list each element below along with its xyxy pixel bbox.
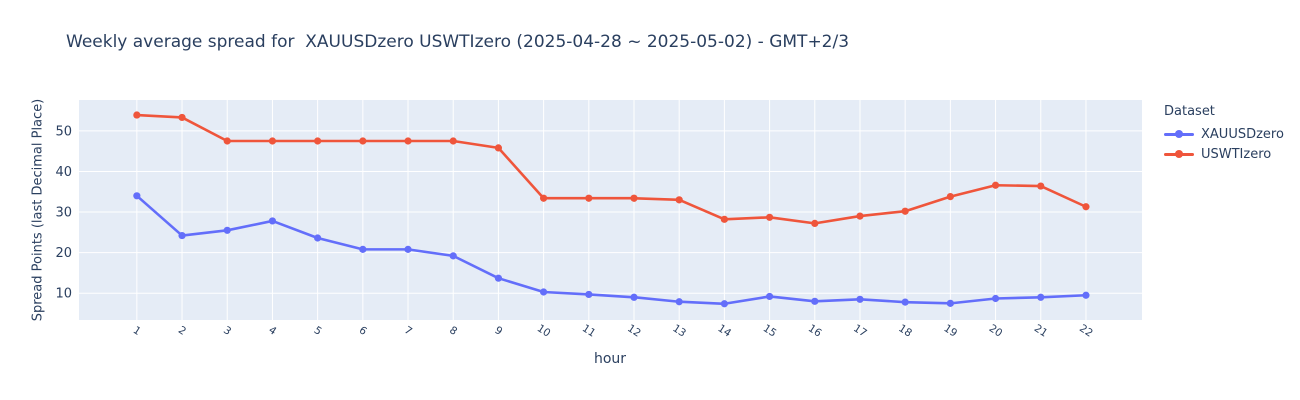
x-tick-label: 11 — [580, 322, 598, 339]
x-tick-label: 22 — [1077, 322, 1095, 339]
x-tick-label: 19 — [941, 322, 959, 339]
data-point-uswtizero — [1037, 182, 1045, 190]
legend-label-uswtizero: USWTIzero — [1201, 146, 1272, 162]
data-point-uswtizero — [630, 194, 638, 202]
x-tick-label: 12 — [625, 322, 643, 339]
data-point-xauusdzero — [901, 298, 909, 306]
x-tick-label: 8 — [447, 324, 459, 338]
data-point-xauusdzero — [404, 245, 412, 253]
data-point-uswtizero — [314, 137, 322, 145]
x-tick-label: 15 — [761, 322, 779, 339]
legend-line-marker-blue — [1164, 129, 1194, 139]
chart-title: Weekly average spread for XAUUSDzero USW… — [66, 32, 850, 52]
data-point-xauusdzero — [178, 231, 186, 240]
x-tick-label: 21 — [1032, 322, 1050, 339]
x-tick-label: 1 — [131, 324, 143, 338]
data-point-uswtizero — [449, 137, 457, 145]
data-point-uswtizero — [268, 137, 277, 145]
data-point-uswtizero — [223, 137, 231, 145]
x-tick-label: 4 — [266, 324, 278, 338]
data-point-uswtizero — [720, 215, 728, 223]
series-line-uswtizero — [136, 113, 1087, 225]
data-point-xauusdzero — [1082, 291, 1090, 299]
x-tick-label: 3 — [221, 324, 233, 338]
y-tick-label: 40 — [55, 165, 72, 180]
y-tick-label: 30 — [55, 206, 72, 221]
data-point-uswtizero — [946, 193, 954, 201]
y-axis-title: Spread Points (last Decimal Place) — [30, 98, 46, 322]
x-tick-label: 5 — [312, 324, 324, 338]
data-point-xauusdzero — [630, 293, 638, 301]
data-point-xauusdzero — [494, 274, 503, 282]
data-point-uswtizero — [494, 144, 503, 152]
x-tick-label: 18 — [896, 322, 914, 339]
data-point-uswtizero — [856, 212, 864, 220]
data-point-xauusdzero — [856, 295, 864, 303]
x-tick-label: 2 — [176, 324, 188, 338]
data-point-uswtizero — [585, 194, 593, 202]
y-tick-label: 10 — [55, 287, 72, 302]
data-point-xauusdzero — [946, 299, 954, 307]
x-axis-title: hour — [593, 351, 627, 367]
data-point-xauusdzero — [1037, 293, 1045, 301]
legend-line-marker-red — [1164, 149, 1194, 159]
data-point-xauusdzero — [449, 252, 457, 260]
data-point-uswtizero — [540, 194, 548, 202]
data-point-xauusdzero — [585, 290, 593, 299]
data-point-uswtizero — [991, 181, 1000, 189]
legend-label-xauusdzero: XAUUSDzero — [1201, 126, 1284, 142]
series-line-xauusdzero — [135, 194, 1087, 306]
data-point-xauusdzero — [359, 245, 367, 253]
data-point-xauusdzero — [991, 294, 1000, 303]
data-point-xauusdzero — [223, 226, 231, 234]
data-point-uswtizero — [133, 111, 141, 119]
x-tick-label: 16 — [806, 322, 824, 340]
x-tick-label: 14 — [716, 322, 734, 340]
x-tick-label: 13 — [670, 322, 688, 339]
x-tick-label: 7 — [402, 324, 414, 338]
x-tick-label: 9 — [492, 324, 504, 338]
legend-item-xauusdzero[interactable]: XAUUSDzero — [1164, 124, 1284, 144]
data-point-xauusdzero — [765, 292, 774, 301]
x-tick-label: 20 — [987, 322, 1005, 339]
x-tick-label: 10 — [535, 322, 553, 339]
plot-background — [79, 100, 1142, 320]
data-point-xauusdzero — [720, 300, 728, 308]
data-point-uswtizero — [404, 137, 412, 145]
y-tick-label: 20 — [55, 246, 72, 261]
data-point-xauusdzero — [133, 192, 141, 200]
data-point-uswtizero — [675, 196, 683, 204]
data-point-uswtizero — [359, 137, 367, 145]
data-point-xauusdzero — [811, 297, 819, 305]
data-point-xauusdzero — [540, 288, 548, 296]
data-point-xauusdzero — [268, 217, 277, 225]
data-point-uswtizero — [178, 113, 186, 122]
data-point-uswtizero — [1082, 203, 1090, 211]
legend: Dataset XAUUSDzero USWTIzero — [1164, 104, 1284, 164]
data-point-xauusdzero — [314, 234, 322, 242]
y-tick-label: 50 — [55, 124, 72, 139]
x-tick-label: 6 — [357, 324, 369, 338]
data-point-uswtizero — [901, 207, 909, 215]
data-point-uswtizero — [811, 219, 819, 227]
legend-title: Dataset — [1164, 104, 1215, 119]
legend-item-uswtizero[interactable]: USWTIzero — [1164, 144, 1284, 164]
x-tick-label: 17 — [851, 322, 869, 339]
data-point-xauusdzero — [675, 298, 683, 306]
data-point-uswtizero — [765, 213, 774, 221]
